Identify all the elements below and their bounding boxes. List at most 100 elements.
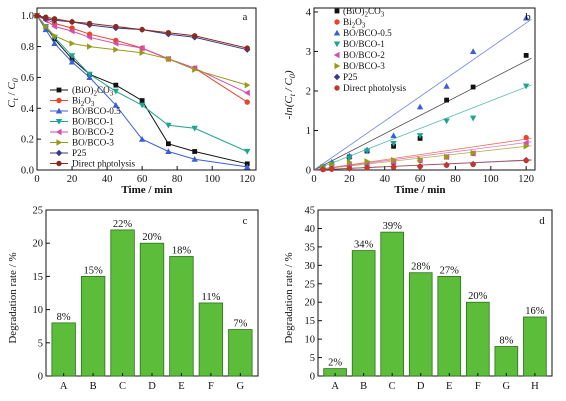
data-point [522,139,529,146]
data-point [112,102,120,108]
data-point [191,125,198,132]
data-point [165,29,172,36]
panel-d-axes-frame [317,209,553,377]
data-point [51,40,58,47]
series-line [36,15,248,165]
y-tick-label: 0.2 [21,135,34,146]
x-tick-label: G [503,381,511,392]
legend-marker [334,19,340,25]
data-point [165,148,172,155]
y-tick-label: 5 [38,338,43,349]
bar-H [523,316,547,377]
legend-label-part: 3 [110,90,114,98]
legend-marker [334,8,340,14]
panel-d-bar-chart: 0 5 10 15 20 25 30 35 40 45 2% A 34% B 39% C 28% D 27% E 20%… [283,206,553,392]
x-tick-label: 80 [450,174,461,185]
legend-label: P25 [343,72,358,82]
legend-label-part: (BiO) [343,6,364,16]
legend-label-part: 2 [352,22,356,30]
legend-label-part: 3 [362,22,366,30]
fit-line [313,84,532,171]
legend-label-part: 2 [364,11,368,19]
bar-C [110,229,135,377]
x-tick-label: A [60,381,68,392]
legend-label-part: CO [368,6,381,16]
data-point [138,135,146,142]
bar-value-label: 7% [233,319,247,330]
data-point [113,23,119,30]
x-tick-label: 20 [344,174,355,185]
data-point [244,163,251,170]
x-tick-label: 0 [34,174,39,185]
legend-marker [56,97,62,104]
data-point [416,133,424,139]
data-point [523,157,529,164]
y-tick-label: 10 [305,335,316,346]
data-point [390,164,397,170]
legend-label-part: (BiO) [72,85,93,95]
data-point [328,166,335,172]
x-tick-label: B [90,381,97,392]
legend-label-part: O [355,17,362,27]
panel-c-marks: 0 5 10 15 20 25 8% A 15% B 22% C 20% D 18% E 11% F 7% G [33,206,259,392]
data-point [51,32,58,39]
x-tick-label: 60 [137,174,148,185]
legend-marker [56,160,62,167]
panel-d-ylabel: Degradation rate / % [283,252,295,343]
legend-label: BO/BCO-0.5 [72,106,121,116]
data-point [469,48,477,55]
y-tick-label: 0.6 [21,73,34,84]
series-line [36,15,248,49]
data-point [69,19,75,25]
data-point [139,49,146,56]
data-point [443,83,450,89]
data-point [470,84,476,90]
y-tick-label: 15 [305,316,316,327]
data-point [363,148,371,155]
data-point [522,14,530,21]
legend-label-part: Bi [343,17,352,27]
y-tick-label: 0 [38,372,43,383]
x-tick-label: 40 [102,174,113,185]
y-tick-label: 0.0 [21,166,34,177]
data-point [43,14,49,20]
data-point [470,161,476,168]
x-tick-label: E [446,381,452,392]
legend-label: BO/BCO-3 [343,61,385,71]
data-point [192,66,198,73]
data-point [51,16,58,22]
y-tick-label: 5 [310,353,315,364]
legend-marker [55,128,62,136]
panel-c-ylabel: Degradation rate / % [7,252,19,343]
legend: (BiO)2CO3Bi2O3BO/BCO-0.5BO/BCO-1BO/BCO-2… [50,85,135,169]
bar-value-label: 22% [113,219,133,230]
legend-label-part: O [84,96,91,106]
legend-label: Direct photolysis [72,159,135,169]
y-tick-label: 15 [33,272,44,283]
y-tick-label: 4 [306,7,312,18]
legend-marker [333,41,341,48]
panel-d-label: d [539,215,545,227]
legend-label: BO/BCO-2 [343,50,385,60]
panel-b-ylabel: -ln(Ct / C0) [283,70,297,119]
series-Direct photolysis [34,13,250,51]
series-BO/BCO-0.5 [33,12,251,170]
legend-label-part: 2 [93,90,97,98]
x-tick-label: C [389,381,396,392]
data-point [68,27,75,35]
x-tick-label: B [360,381,367,392]
y-tick-label: 45 [305,206,316,217]
data-point [69,40,76,47]
panel-b-axes-frame [313,7,536,171]
legend-label: (BiO)2CO3 [72,85,114,98]
panel-a-axes-frame [36,7,257,171]
data-point [165,122,172,129]
x-tick-label: 80 [172,174,183,185]
panel-a-label: a [243,11,248,23]
series-BO/BCO-1 [33,13,251,155]
legend-label: BO/BCO-2 [72,127,114,137]
legend: (BiO)2CO3Bi2O3BO/BCO-0.5BO/BCO-1BO/BCO-2… [333,6,406,93]
y-tick-label: 0.8 [21,42,34,53]
legend-label-part: CO [97,85,110,95]
bar-G [494,346,519,377]
